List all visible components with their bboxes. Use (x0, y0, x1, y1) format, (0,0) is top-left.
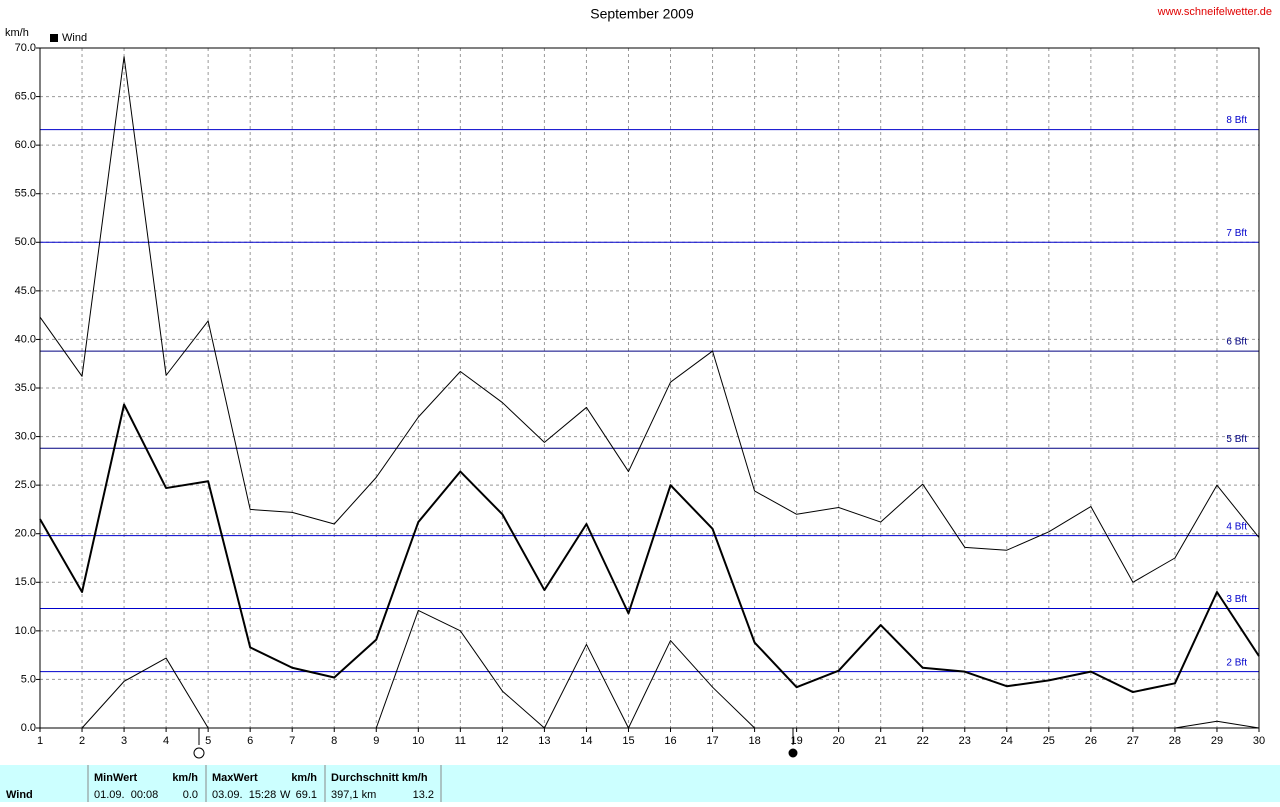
x-tick-label: 7 (289, 735, 295, 747)
header: MaxWert (212, 772, 258, 784)
x-tick-label: 24 (1001, 735, 1013, 747)
x-tick-label: 9 (373, 735, 379, 747)
value: 69.1 (296, 789, 317, 801)
x-tick-label: 16 (664, 735, 676, 747)
y-tick-label: 45.0 (15, 285, 36, 297)
x-tick-label: 14 (580, 735, 592, 747)
x-tick-label: 19 (790, 735, 802, 747)
when: 03.09. 15:28 (212, 789, 276, 801)
y-tick-label: 60.0 (15, 139, 36, 151)
x-tick-label: 17 (706, 735, 718, 747)
legend-swatch (50, 34, 58, 42)
x-tick-label: 3 (121, 735, 127, 747)
y-tick-label: 0.0 (21, 722, 36, 734)
y-tick-label: 70.0 (15, 42, 36, 54)
row-label: Wind (6, 789, 33, 801)
reference-label: 3 Bft (1226, 594, 1247, 605)
when: 01.09. 00:08 (94, 789, 158, 801)
x-tick-label: 4 (163, 735, 169, 747)
reference-label: 6 Bft (1226, 337, 1247, 348)
direction: W (280, 789, 291, 801)
plot-frame (39, 47, 1260, 729)
y-axis-label: km/h (5, 27, 29, 39)
chart-title: September 2009 (590, 6, 694, 22)
series-line (39, 56, 1260, 583)
series-line (40, 609, 1260, 729)
y-tick-label: 30.0 (15, 430, 36, 442)
summary-table: Wind MinWert km/h 01.09. 00:08 0.0 MaxWe… (0, 765, 1280, 802)
plot: 0.0 5.0 10.0 15.0 20.0 25.0 30.0 35.0 40.0 45.0 50… (15, 42, 1266, 747)
x-tick-label: 1 (37, 735, 43, 747)
table-background (0, 765, 1280, 802)
x-tick-label: 13 (538, 735, 550, 747)
x-tick-label: 12 (496, 735, 508, 747)
x-tick-label: 27 (1127, 735, 1139, 747)
value: 13.2 (413, 789, 434, 801)
reference-label: 5 Bft (1226, 434, 1247, 445)
x-tick-label: 23 (959, 735, 971, 747)
header: MinWert (94, 772, 138, 784)
y-tick-label: 50.0 (15, 236, 36, 248)
header: Durchschnitt km/h (331, 772, 428, 784)
new-moon (788, 748, 798, 758)
y-tick-label: 35.0 (15, 382, 36, 394)
y-tick-label: 25.0 (15, 479, 36, 491)
y-tick-label: 65.0 (15, 90, 36, 102)
x-tick-label: 22 (917, 735, 929, 747)
reference-label: 8 Bft (1226, 115, 1247, 126)
y-tick-label: 15.0 (15, 576, 36, 588)
reference-label: 2 Bft (1226, 657, 1247, 668)
value: 0.0 (183, 789, 198, 801)
x-tick-label: 6 (247, 735, 253, 747)
x-tick-label: 8 (331, 735, 337, 747)
x-tick-label: 29 (1211, 735, 1223, 747)
x-tick-label: 2 (79, 735, 85, 747)
x-tick-label: 25 (1043, 735, 1055, 747)
x-tick-label: 10 (412, 735, 424, 747)
x-tick-label: 11 (455, 735, 466, 747)
x-tick-label: 20 (833, 735, 845, 747)
unit: km/h (172, 772, 198, 784)
x-tick-label: 5 (205, 735, 211, 747)
x-tick-label: 30 (1253, 735, 1265, 747)
y-tick-label: 40.0 (15, 333, 36, 345)
source: www.schneifelwetter.de (1157, 6, 1272, 18)
x-tick-label: 26 (1085, 735, 1097, 747)
reference-label: 7 Bft (1226, 228, 1247, 239)
total: 397,1 km (331, 789, 376, 801)
y-tick-label: 10.0 (15, 625, 36, 637)
legend-label: Wind (62, 32, 87, 44)
unit: km/h (291, 772, 317, 784)
x-tick-label: 28 (1169, 735, 1181, 747)
series-line (39, 403, 1260, 694)
x-tick-label: 18 (748, 735, 760, 747)
reference-label: 4 Bft (1226, 521, 1247, 532)
x-tick-label: 21 (875, 735, 887, 747)
x-tick-label: 15 (622, 735, 634, 747)
y-tick-label: 55.0 (15, 188, 36, 200)
y-tick-label: 20.0 (15, 528, 36, 540)
y-tick-label: 5.0 (21, 673, 36, 685)
full-moon (193, 747, 205, 759)
